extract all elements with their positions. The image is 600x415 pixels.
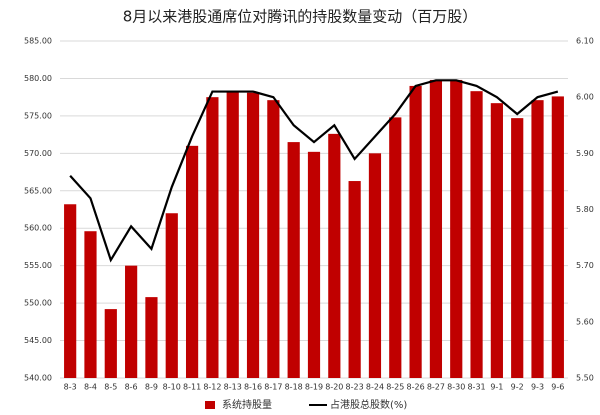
- y-tick-label: 575.00: [24, 111, 52, 120]
- y-tick-label: 540.00: [24, 374, 52, 383]
- bar: [389, 117, 402, 379]
- bar: [104, 309, 117, 378]
- bar: [125, 265, 138, 378]
- x-tick-label: 8-18: [285, 383, 303, 392]
- x-tick-label: 8-30: [447, 383, 465, 392]
- bar: [307, 151, 321, 378]
- x-tick-label: 8-31: [467, 383, 485, 392]
- bar: [429, 79, 443, 378]
- x-tick-label: 8-20: [325, 383, 343, 392]
- x-tick-label: 8-16: [244, 383, 262, 392]
- bar: [470, 91, 483, 379]
- bar: [450, 79, 463, 378]
- bar: [267, 100, 280, 378]
- x-tick-label: 8-5: [104, 383, 117, 392]
- y2-tick-label: 6.00: [576, 93, 594, 102]
- bar: [64, 204, 77, 378]
- bar: [368, 153, 382, 378]
- bar: [531, 100, 544, 378]
- bar: [84, 231, 97, 378]
- line: [69, 79, 559, 263]
- chart-title: 8月以来港股通席位对腾讯的持股数量变动（百万股）: [123, 8, 478, 26]
- x-tick-label: 8-25: [386, 383, 404, 392]
- y2-tick-label: 5.60: [576, 317, 594, 326]
- x-tick-label: 8-24: [366, 383, 384, 392]
- bar: [226, 91, 239, 379]
- bar: [145, 297, 158, 378]
- bar: [287, 142, 300, 378]
- bar: [206, 97, 219, 379]
- bar: [246, 92, 260, 378]
- y-tick-label: 555.00: [24, 261, 52, 270]
- legend-label: 占港股总股数(%): [330, 398, 407, 411]
- x-tick-label: 8-26: [407, 383, 425, 392]
- x-tick-label: 8-4: [84, 383, 97, 392]
- bar: [165, 213, 178, 378]
- x-tick-label: 8-13: [224, 383, 242, 392]
- y-tick-label: 550.00: [24, 299, 52, 308]
- x-tick-label: 9-2: [511, 383, 524, 392]
- y2-tick-label: 5.50: [576, 374, 594, 383]
- legend-swatch: [205, 401, 215, 409]
- y2-tick-label: 5.80: [576, 205, 594, 214]
- bar: [490, 103, 503, 378]
- x-tick-label: 9-1: [490, 383, 503, 392]
- x-tick-label: 8-10: [163, 383, 181, 392]
- y-tick-label: 580.00: [24, 74, 52, 83]
- x-tick-label: 8-23: [346, 383, 364, 392]
- x-tick-label: 8-27: [427, 383, 445, 392]
- x-tick-label: 8-11: [183, 383, 201, 392]
- bar: [328, 133, 341, 378]
- y-tick-label: 570.00: [24, 149, 52, 158]
- x-tick-label: 8-9: [145, 383, 158, 392]
- legend-label: 系统持股量: [222, 398, 272, 411]
- x-tick-label: 8-3: [64, 383, 77, 392]
- y2-tick-label: 5.70: [576, 261, 594, 270]
- y-tick-label: 585.00: [24, 37, 52, 46]
- bar: [348, 181, 361, 378]
- bar: [185, 145, 199, 378]
- bar: [551, 96, 564, 378]
- x-tick-label: 9-6: [551, 383, 564, 392]
- x-tick-label: 8-17: [264, 383, 282, 392]
- bar: [511, 118, 524, 378]
- bar: [409, 85, 422, 378]
- x-tick-label: 8-6: [125, 383, 138, 392]
- y2-tick-label: 5.90: [576, 149, 594, 158]
- x-tick-label: 8-12: [203, 383, 221, 392]
- x-tick-label: 8-19: [305, 383, 323, 392]
- y-tick-label: 560.00: [24, 224, 52, 233]
- y2-tick-label: 6.10: [576, 37, 594, 46]
- y-tick-label: 565.00: [24, 186, 52, 195]
- y-tick-label: 545.00: [24, 336, 52, 345]
- x-tick-label: 9-3: [531, 383, 544, 392]
